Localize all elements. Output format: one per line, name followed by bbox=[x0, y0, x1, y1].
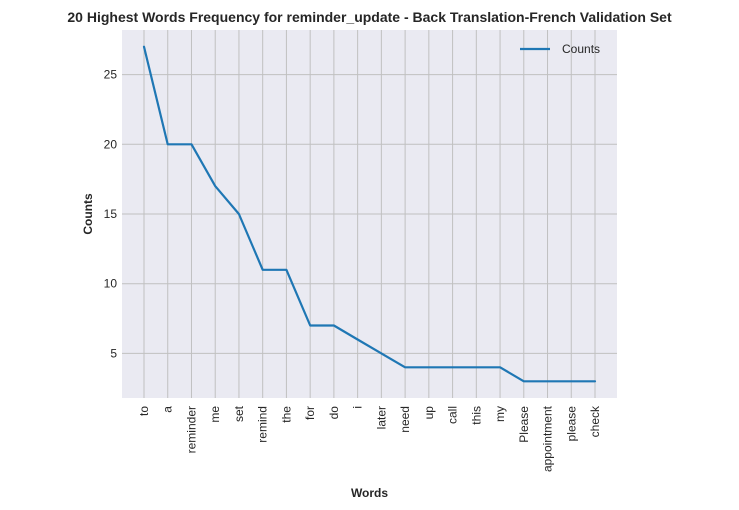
x-tick-label: this bbox=[469, 406, 483, 425]
legend: Counts bbox=[520, 42, 600, 56]
y-tick-label: 20 bbox=[104, 137, 118, 151]
y-tick-label: 10 bbox=[104, 277, 118, 291]
x-tick-label: Please bbox=[517, 406, 531, 443]
x-tick-label: my bbox=[493, 406, 507, 422]
x-tick-label: the bbox=[279, 406, 293, 423]
x-axis-title: Words bbox=[351, 486, 388, 500]
x-tick-label: call bbox=[446, 406, 460, 424]
y-tick-label: 25 bbox=[104, 68, 118, 82]
x-tick-label: remind bbox=[256, 406, 270, 443]
series-layer bbox=[142, 45, 597, 383]
y-axis-ticks: 5 10 15 20 25 bbox=[104, 68, 118, 361]
y-tick-label: 15 bbox=[104, 207, 118, 221]
x-tick-label: please bbox=[564, 406, 578, 442]
x-tick-label: reminder bbox=[184, 406, 198, 453]
x-tick-label: set bbox=[232, 405, 246, 422]
x-tick-label: do bbox=[327, 406, 341, 420]
x-tick-label: up bbox=[422, 406, 436, 420]
x-tick-label: to bbox=[137, 406, 151, 416]
x-tick-label: a bbox=[161, 406, 175, 413]
x-axis-ticks: to a reminder me set remind the for do i later need… bbox=[137, 405, 602, 472]
x-tick-label: me bbox=[208, 406, 222, 423]
x-tick-label: appointment bbox=[541, 405, 555, 472]
y-axis-title: Counts bbox=[81, 193, 95, 235]
x-tick-label: for bbox=[303, 406, 317, 420]
y-tick-label: 5 bbox=[110, 346, 117, 360]
x-tick-label: later bbox=[374, 406, 388, 429]
x-tick-label: need bbox=[398, 406, 412, 433]
x-tick-label: i bbox=[351, 406, 365, 409]
chart-title: 20 Highest Words Frequency for reminder_… bbox=[67, 9, 672, 25]
grid bbox=[122, 30, 617, 398]
x-tick-label: check bbox=[588, 405, 602, 437]
legend-label-counts: Counts bbox=[562, 42, 600, 56]
series-line-counts bbox=[142, 45, 597, 383]
